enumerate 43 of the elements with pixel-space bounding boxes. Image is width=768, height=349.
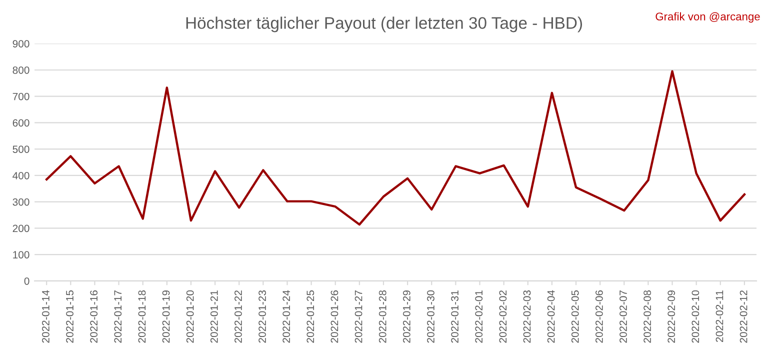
x-tick-label: 2022-02-08 [644,290,651,343]
chart-title: Höchster täglicher Payout (der letzten 30 Tage - HBD) [186,16,582,32]
text: Grafik von @arcange [656,12,760,23]
x-tick-label: 2022-01-24 [282,290,290,343]
line-series [45,70,746,226]
y-tick-label: 600 [12,119,30,127]
x-tick-label: 2022-01-25 [306,290,314,343]
y-tick-label: 500 [12,146,30,153]
x-tick-label: 2022-01-31 [451,290,458,343]
x-tick-label: 2022-02-07 [620,290,627,343]
x-tick-label: 2022-01-17 [114,290,122,343]
x-tick-label: 2022-02-10 [692,290,700,343]
y-tick-label: 900 [12,40,30,48]
x-tick-label: 2022-01-28 [378,290,386,343]
x-tick-label: 2022-01-19 [162,290,170,343]
x-tick-label: 2022-01-14 [42,290,50,343]
x-tick-label: 2022-01-18 [138,290,146,343]
x-tick-label: 2022-01-20 [186,290,194,343]
x-tick-label: 2022-01-15 [66,290,74,343]
y-tick-label: 400 [12,172,30,180]
x-tick-label: 2022-01-21 [210,290,218,343]
x-tick-label: 2022-02-01 [475,290,483,343]
x-tick-label: 2022-01-22 [234,290,242,343]
x-tick-label: 2022-02-03 [523,290,531,343]
y-tick-label: 300 [12,198,30,206]
y-tick-label: 0 [24,277,30,285]
x-tick-label: 2022-02-02 [499,290,507,343]
x-tick-label: 2022-02-09 [668,290,676,343]
x-tick-label: 2022-01-30 [427,290,434,343]
x-tick-label: 2022-01-27 [354,290,362,343]
x-tick-label: 2022-01-29 [402,290,410,343]
x-tick-label: 2022-01-23 [258,290,266,343]
y-tick-label: 100 [13,251,30,258]
x-tick-label: 2022-01-16 [90,290,98,343]
y-tick-label: 800 [12,66,30,74]
x-tick-label: 2022-02-05 [571,290,579,343]
x-tick-label: 2022-02-04 [547,290,555,343]
x-tick-label: 2022-01-26 [330,290,338,343]
x-tick-label: 2022-02-11 [716,290,724,342]
y-tick-label: 200 [12,224,30,232]
x-tick-label: 2022-02-06 [595,290,603,343]
x-tick-label: 2022-02-12 [740,290,748,343]
y-tick-label: 700 [12,92,30,100]
